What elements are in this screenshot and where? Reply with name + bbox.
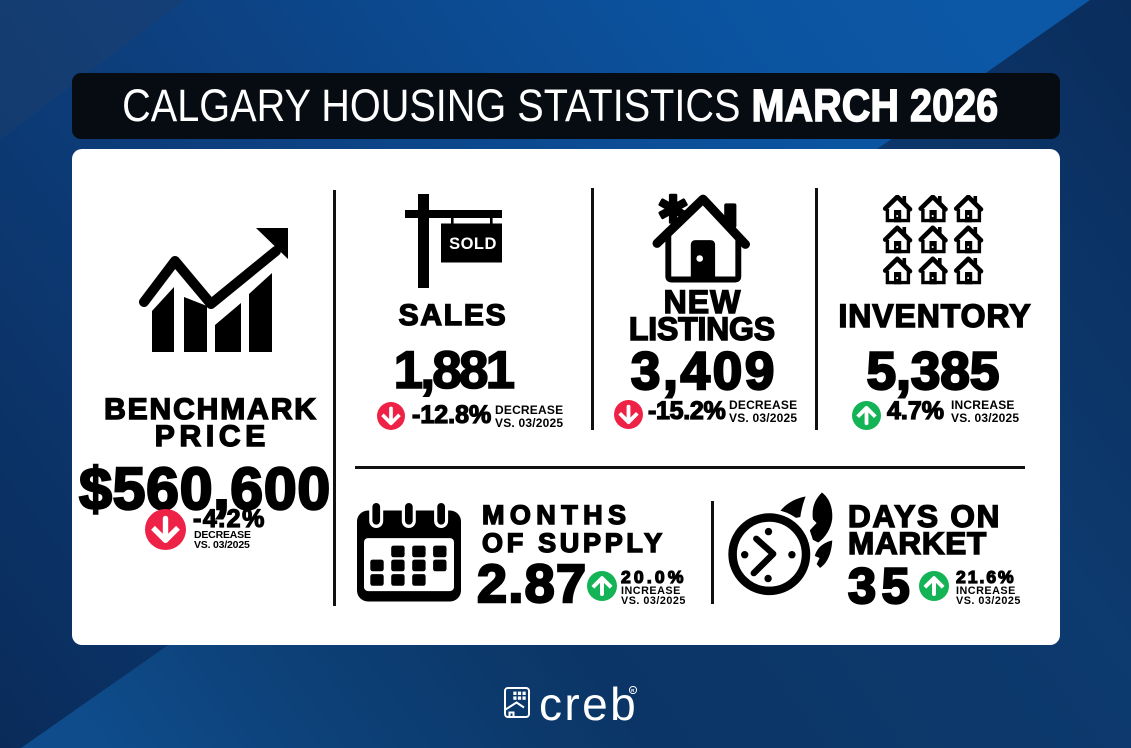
svg-text:SOLD: SOLD xyxy=(449,235,497,253)
